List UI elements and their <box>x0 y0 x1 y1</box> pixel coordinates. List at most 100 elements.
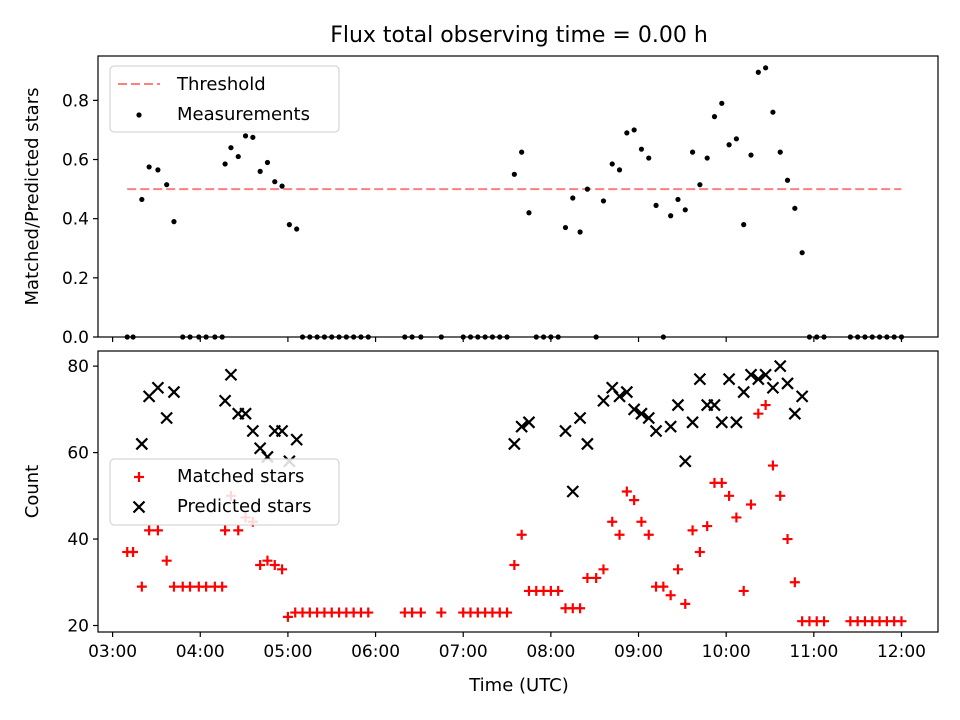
matched-star-point <box>282 611 293 622</box>
matched-star-point <box>269 559 280 570</box>
measurement-point <box>726 142 732 148</box>
measurement-point <box>884 334 890 340</box>
predicted-star-point <box>730 416 743 429</box>
matched-star-point <box>152 525 163 536</box>
predicted-star-point <box>795 390 809 403</box>
matched-star-point <box>516 529 527 540</box>
predicted-star-point <box>759 368 772 382</box>
matched-star-point <box>407 607 418 618</box>
predicted-star-point <box>766 381 780 395</box>
x-tick-label: 04:00 <box>176 642 225 662</box>
measurement-point <box>704 155 710 161</box>
measurement-point <box>792 205 798 211</box>
measurement-point <box>467 334 474 340</box>
matched-star-point <box>753 408 764 419</box>
measurement-point <box>697 182 703 188</box>
bottom-legend-box <box>109 458 340 526</box>
matched-star-point <box>643 529 654 540</box>
predicted-star-point <box>167 385 181 399</box>
measurement-point <box>638 146 645 152</box>
measurement-point <box>222 161 228 167</box>
measurement-point <box>616 167 623 173</box>
measurement-point <box>555 334 561 340</box>
chart-title: Flux total observing time = 0.00 h <box>330 23 708 48</box>
measurement-point <box>299 334 306 340</box>
matched-star-point <box>775 490 786 501</box>
predicted-star-point <box>566 485 580 498</box>
matched-star-point <box>724 490 735 501</box>
x-tick-label: 07:00 <box>439 642 488 662</box>
bottom-y-tick-label: 40 <box>67 530 89 550</box>
predicted-star-point <box>649 424 663 438</box>
bottom-legend: Matched stars Predicted stars <box>109 458 340 526</box>
measurement-point <box>180 334 186 340</box>
predicted-star-point <box>752 372 765 386</box>
predicted-star-point <box>744 368 758 382</box>
measurement-point <box>562 224 569 231</box>
matched-star-point <box>636 516 647 527</box>
matched-star-point <box>658 581 669 592</box>
predicted-star-point <box>135 437 149 451</box>
matched-star-point <box>217 581 228 592</box>
measurement-point <box>475 334 481 340</box>
predicted-star-point <box>627 403 641 416</box>
matched-star-point <box>502 607 513 618</box>
bottom-y-tick-label: 60 <box>67 444 89 464</box>
measurement-point <box>257 168 263 174</box>
predicted-star-point <box>581 437 594 451</box>
predicted-star-point <box>708 398 721 412</box>
measurement-point <box>482 334 488 340</box>
predicted-star-point <box>722 372 736 386</box>
measurement-point <box>402 334 408 340</box>
legend-measurements-label: Measurements <box>177 104 310 125</box>
measurement-point <box>593 334 599 340</box>
measurement-point <box>711 114 718 120</box>
matched-star-point <box>128 547 139 558</box>
measurement-point <box>891 334 897 340</box>
bottom-panel: 20 40 60 80 03:00 04:00 05:00 06:00 07:00 08:00 09… <box>22 350 939 662</box>
legend-predicted-swatch <box>132 500 146 514</box>
measurement-point <box>343 334 349 340</box>
matched-star-point <box>262 555 273 566</box>
predicted-star-point <box>693 372 707 386</box>
matched-star-point <box>746 499 757 510</box>
matched-star-point <box>607 516 618 527</box>
measurement-point <box>719 100 725 106</box>
matched-star-point <box>161 555 172 566</box>
matched-star-point <box>614 529 625 540</box>
measurement-point <box>898 334 905 340</box>
x-tick-label: 08:00 <box>526 642 575 662</box>
measurement-point <box>631 127 637 133</box>
predicted-star-point <box>642 411 656 425</box>
measurement-point <box>548 334 554 340</box>
measurement-point <box>600 198 607 204</box>
measurement-point <box>570 195 576 201</box>
measurement-point <box>124 334 130 340</box>
top-legend-box <box>109 65 340 133</box>
measurement-point <box>314 334 320 340</box>
measurement-point <box>741 222 747 228</box>
predicted-star-point <box>715 416 729 429</box>
measurement-point <box>653 202 659 208</box>
measurement-point <box>784 177 791 183</box>
measurement-point <box>660 334 666 340</box>
measurement-point <box>336 334 342 340</box>
measurement-point <box>438 334 444 340</box>
predicted-star-point <box>773 359 787 373</box>
measurement-point <box>155 167 161 173</box>
measurement-point <box>777 149 783 155</box>
measurement-point <box>307 334 313 340</box>
matched-star-point <box>819 616 830 627</box>
measurement-point <box>187 334 193 340</box>
x-axis-label: Time (UTC) <box>468 675 569 696</box>
matched-star-point <box>731 512 742 523</box>
measurement-point <box>689 149 696 155</box>
bottom-y-tick-label: 80 <box>67 357 89 377</box>
predicted-star-point <box>515 420 528 433</box>
matched-star-point <box>201 581 212 592</box>
matched-star-point <box>277 564 288 575</box>
matched-star-point <box>789 577 800 588</box>
measurement-point <box>533 334 539 340</box>
measurement-point <box>146 164 152 170</box>
